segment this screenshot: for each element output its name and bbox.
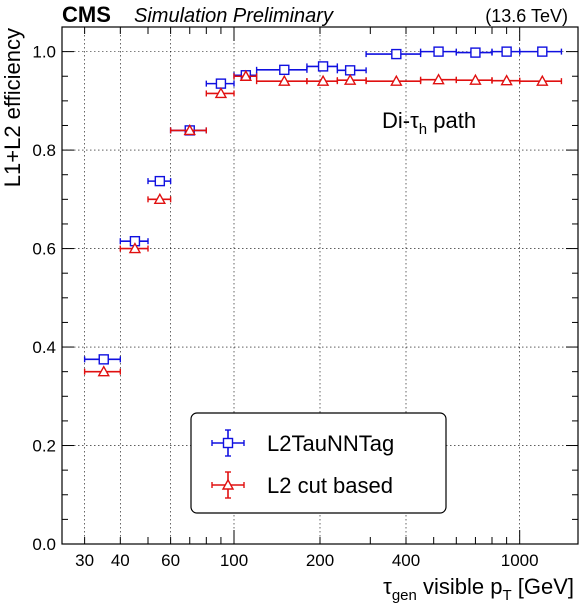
data-point [183,123,196,136]
x-tick-label: 1000 [501,551,539,570]
data-point [391,48,402,60]
x-tick-label: 200 [306,551,334,570]
series-1 [83,46,563,365]
x-axis-label: τgen visible pT [GeV] [383,574,574,604]
cms-label: CMS [62,2,111,27]
data-point [536,74,549,86]
legend: L2TauNNTag L2 cut based [190,412,447,514]
data-point [344,65,356,76]
data-point [500,74,513,86]
x-tick-label: 30 [75,551,94,570]
legend-box [190,412,447,514]
plot-frame [61,26,579,545]
y-tick-label: 0.6 [32,240,56,259]
series-2 [83,69,563,377]
data-point [537,46,548,57]
y-tick-label: 0.8 [32,141,56,160]
data-point [128,242,142,254]
legend-label: L2 cut based [267,473,393,498]
energy-label: (13.6 TeV) [485,6,568,26]
data-point [501,46,512,57]
y-tick-label: 0.4 [32,338,56,357]
data-point [214,87,228,99]
data-point [470,47,481,58]
data-point [153,192,167,205]
path-annotation: Di-τh path [382,108,476,138]
data-series [83,46,563,377]
data-point [278,74,291,86]
x-tick-label: 400 [392,551,420,570]
data-point [97,365,110,377]
x-tick-label: 60 [161,551,180,570]
data-point [239,69,253,81]
status-label: Simulation Preliminary [134,5,334,27]
legend-marker [222,437,234,449]
data-point [154,175,166,187]
data-point [432,73,445,85]
data-point [279,64,290,76]
data-point [98,354,109,365]
legend-label: L2TauNNTag [267,431,394,456]
x-tick-label: 100 [220,551,248,570]
axis-ticks: 0.0 0.2 0.4 0.6 0.8 1.0 30 40 60 100 200 400 1000 [32,27,578,570]
data-point [469,73,482,85]
data-point [433,46,444,57]
y-axis-label: L1+L2 efficiency [0,28,25,187]
y-tick-label: 0.0 [32,535,56,554]
data-point [317,61,329,72]
x-tick-label: 40 [111,551,130,570]
data-point [316,74,330,86]
legend-marker [221,478,235,490]
data-point [343,73,357,85]
data-point [390,74,403,86]
data-point [215,78,227,89]
y-tick-label: 0.2 [32,437,56,456]
y-tick-label: 1.0 [32,43,56,62]
